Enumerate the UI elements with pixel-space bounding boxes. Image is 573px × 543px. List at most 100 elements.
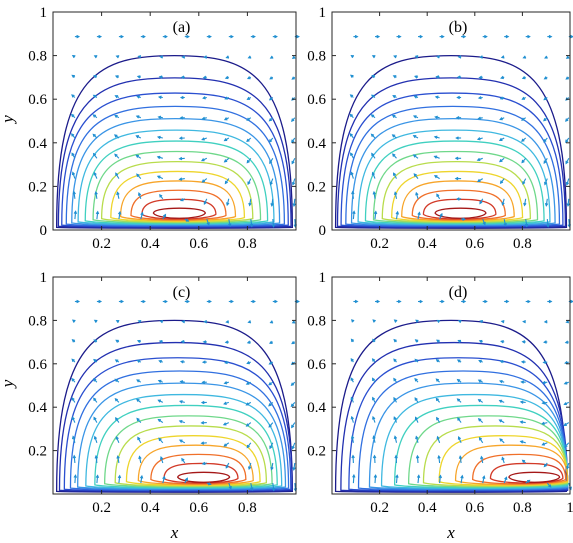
arrow-head — [522, 55, 527, 59]
arrow-head — [436, 435, 440, 440]
arrow-head — [456, 398, 461, 402]
arrow-head — [566, 465, 570, 470]
arrow-head — [201, 461, 206, 466]
arrow-head — [519, 420, 524, 424]
velocity-arrow — [417, 475, 420, 484]
velocity-arrow — [525, 219, 528, 227]
arrow-head — [116, 191, 120, 196]
arrow-head — [252, 299, 256, 304]
contour-line — [508, 471, 561, 483]
contour-line — [422, 198, 497, 220]
contour-line — [177, 471, 231, 483]
arrow-head — [140, 211, 144, 216]
x-tick-label: 0.2 — [92, 236, 111, 252]
arrow-head — [393, 338, 397, 343]
velocity-arrow — [568, 219, 571, 227]
arrow-head — [203, 320, 207, 324]
arrow-head — [373, 474, 378, 478]
arrow-head — [393, 319, 398, 323]
arrow-head — [245, 402, 250, 406]
arrow-head — [184, 477, 188, 481]
arrow-head — [247, 55, 252, 59]
x-axis-label: x — [170, 523, 179, 542]
y-tick-label: 0.2 — [307, 444, 326, 460]
arrow-head — [201, 380, 206, 385]
arrow-head — [274, 34, 278, 39]
arrow-head — [92, 133, 96, 138]
arrow-head — [393, 172, 397, 176]
contour-line — [57, 77, 292, 229]
contour-line — [336, 77, 567, 229]
arrow-head — [543, 340, 547, 344]
arrow-head — [93, 319, 98, 323]
arrow-head — [157, 95, 162, 99]
arrow-head — [156, 175, 161, 179]
arrow-head — [249, 223, 254, 228]
arrow-head — [349, 113, 353, 118]
x-tick-label: 0.8 — [238, 236, 257, 252]
x-tick-label: 0.6 — [189, 500, 208, 516]
arrow-head — [482, 475, 486, 479]
x-tick-label: 0.4 — [418, 236, 437, 252]
arrow-head — [250, 487, 254, 492]
arrow-head — [543, 320, 548, 324]
x-tick-label: 1 — [566, 500, 573, 516]
arrow-head — [373, 210, 378, 215]
arrow-head — [391, 114, 396, 118]
arrow-head — [201, 116, 206, 121]
arrow-head — [268, 118, 273, 122]
arrow-head — [71, 319, 76, 323]
arrow-head — [92, 94, 97, 98]
arrow-head — [541, 380, 546, 385]
arrow-head — [522, 181, 526, 185]
arrow-head — [179, 360, 184, 364]
arrow-head — [477, 178, 481, 183]
x-tick-label: 0.8 — [238, 500, 257, 516]
arrow-head — [413, 173, 418, 177]
arrow-head — [291, 55, 296, 59]
velocity-arrow — [352, 211, 355, 220]
arrow-head — [522, 320, 526, 324]
arrow-head — [439, 212, 443, 217]
arrow-head — [230, 299, 234, 304]
arrow-head — [484, 299, 488, 304]
arrow-head — [139, 474, 144, 479]
arrow-head — [114, 134, 118, 138]
y-tick-label: 1 — [40, 5, 48, 21]
contour-line — [61, 92, 289, 228]
arrow-head — [454, 156, 459, 161]
arrow-head — [73, 210, 78, 215]
contour-line — [393, 404, 569, 489]
arrow-head — [226, 202, 230, 207]
arrow-head — [350, 171, 354, 176]
arrow-head — [372, 435, 376, 439]
arrow-head — [479, 200, 483, 205]
arrow-head — [372, 190, 376, 195]
contour-line — [438, 435, 569, 486]
y-axis-label: y — [0, 115, 17, 125]
velocity-arrow — [117, 456, 120, 464]
arrow-head — [524, 223, 529, 228]
arrow-head — [370, 94, 375, 98]
arrow-head — [527, 34, 531, 39]
arrow-head — [223, 159, 228, 163]
arrow-head — [565, 76, 569, 80]
arrow-head — [419, 34, 424, 39]
velocity-arrow — [118, 211, 121, 220]
arrow-head — [246, 96, 251, 100]
arrow-head — [543, 463, 548, 468]
y-tick-label: 0.2 — [28, 444, 47, 460]
velocity-arrow — [118, 475, 121, 484]
velocity-arrow — [460, 475, 463, 484]
arrow-head — [186, 34, 190, 39]
velocity-arrow — [272, 219, 275, 227]
arrow-head — [158, 339, 163, 344]
arrow-head — [247, 320, 252, 324]
arrow-head — [392, 153, 396, 157]
arrow-head — [269, 76, 273, 80]
arrow-head — [350, 152, 354, 156]
arrow-head — [71, 358, 75, 362]
arrow-head — [542, 360, 547, 365]
contour-line — [411, 189, 506, 221]
arrow-head — [200, 158, 205, 162]
